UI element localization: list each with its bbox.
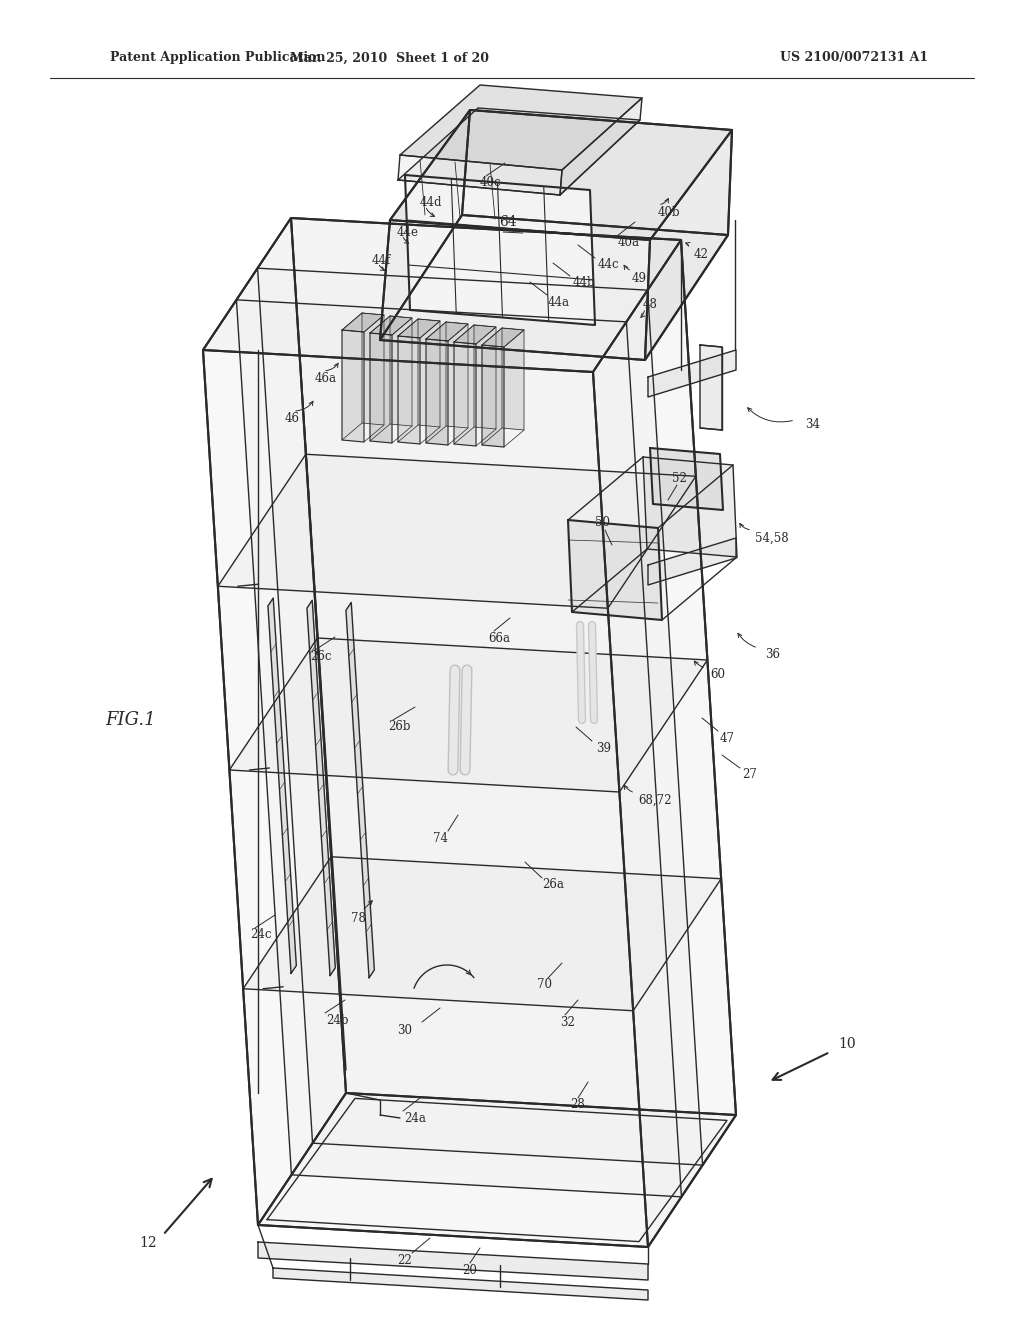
Polygon shape (700, 345, 722, 430)
Polygon shape (648, 350, 736, 397)
Polygon shape (380, 215, 728, 360)
Polygon shape (258, 1093, 736, 1247)
Polygon shape (398, 319, 440, 338)
Polygon shape (370, 315, 412, 335)
Polygon shape (203, 350, 648, 1247)
Polygon shape (243, 857, 721, 1011)
Polygon shape (446, 322, 468, 428)
Text: 22: 22 (397, 1254, 413, 1266)
Text: 52: 52 (672, 471, 687, 484)
Text: 32: 32 (560, 1015, 575, 1028)
Polygon shape (307, 601, 335, 975)
Text: 78: 78 (350, 912, 366, 924)
Polygon shape (454, 342, 476, 446)
Text: 40a: 40a (618, 236, 640, 249)
Polygon shape (406, 176, 595, 325)
Polygon shape (380, 110, 470, 341)
Polygon shape (258, 1242, 648, 1280)
Polygon shape (342, 313, 384, 333)
Text: 26b: 26b (388, 721, 411, 734)
Text: 40b: 40b (658, 206, 681, 219)
Text: 40c: 40c (480, 177, 502, 190)
Polygon shape (454, 325, 496, 345)
Text: 44c: 44c (598, 259, 620, 272)
Text: 12: 12 (139, 1236, 157, 1250)
Text: 34: 34 (805, 418, 820, 432)
Text: 44a: 44a (548, 296, 570, 309)
Polygon shape (268, 598, 296, 973)
Polygon shape (370, 333, 392, 444)
Text: 24a: 24a (404, 1111, 426, 1125)
Text: 68,72: 68,72 (638, 793, 672, 807)
Polygon shape (418, 319, 440, 426)
Polygon shape (273, 1269, 648, 1300)
Text: Mar. 25, 2010  Sheet 1 of 20: Mar. 25, 2010 Sheet 1 of 20 (291, 51, 489, 65)
Polygon shape (362, 313, 384, 425)
Polygon shape (258, 268, 702, 1166)
Polygon shape (426, 339, 449, 445)
Polygon shape (203, 218, 346, 1225)
Polygon shape (650, 447, 723, 510)
Text: 20: 20 (463, 1263, 477, 1276)
Polygon shape (390, 110, 732, 240)
Text: US 2100/0072131 A1: US 2100/0072131 A1 (780, 51, 928, 65)
Text: 49: 49 (632, 272, 647, 285)
Polygon shape (645, 129, 732, 360)
Text: 44f: 44f (372, 253, 391, 267)
Polygon shape (400, 84, 642, 170)
Polygon shape (398, 337, 420, 444)
Polygon shape (474, 325, 496, 429)
Polygon shape (482, 327, 524, 347)
Polygon shape (237, 300, 681, 1197)
Polygon shape (462, 110, 732, 235)
Text: 47: 47 (720, 731, 735, 744)
Text: 54,58: 54,58 (755, 532, 788, 544)
Polygon shape (560, 98, 642, 195)
Polygon shape (346, 602, 375, 978)
Polygon shape (502, 327, 524, 430)
Polygon shape (390, 315, 412, 426)
Polygon shape (342, 330, 364, 442)
Text: 24b: 24b (326, 1014, 348, 1027)
Polygon shape (648, 539, 736, 585)
Text: 26c: 26c (310, 651, 332, 664)
Polygon shape (643, 457, 737, 557)
Polygon shape (291, 218, 736, 1115)
Polygon shape (482, 345, 504, 447)
Polygon shape (593, 240, 736, 1247)
Text: 30: 30 (397, 1023, 413, 1036)
Polygon shape (398, 108, 640, 195)
Text: 10: 10 (838, 1038, 856, 1051)
Text: 46a: 46a (315, 371, 337, 384)
Text: 44e: 44e (397, 226, 419, 239)
Text: 26a: 26a (542, 879, 564, 891)
Polygon shape (380, 220, 650, 360)
Text: 48: 48 (643, 298, 657, 312)
Text: FIG.1: FIG.1 (105, 711, 156, 729)
Polygon shape (203, 218, 681, 372)
Text: 44d: 44d (420, 197, 442, 210)
Polygon shape (426, 322, 468, 341)
Text: 66a: 66a (488, 631, 510, 644)
Text: 74: 74 (432, 832, 447, 845)
Text: 28: 28 (570, 1098, 586, 1111)
Text: 50: 50 (595, 516, 610, 528)
Text: Patent Application Publication: Patent Application Publication (110, 51, 326, 65)
Text: 60: 60 (710, 668, 725, 681)
Text: 44b: 44b (573, 276, 596, 289)
Text: 70: 70 (537, 978, 552, 991)
Text: 24c: 24c (250, 928, 271, 941)
Text: 36: 36 (765, 648, 780, 661)
Polygon shape (218, 454, 696, 609)
Text: 39: 39 (596, 742, 611, 755)
Polygon shape (229, 638, 708, 792)
Text: 64: 64 (499, 215, 517, 228)
Text: 46: 46 (285, 412, 300, 425)
Polygon shape (568, 520, 662, 620)
Text: 42: 42 (694, 248, 709, 261)
Text: 27: 27 (742, 768, 757, 781)
Polygon shape (398, 154, 562, 195)
